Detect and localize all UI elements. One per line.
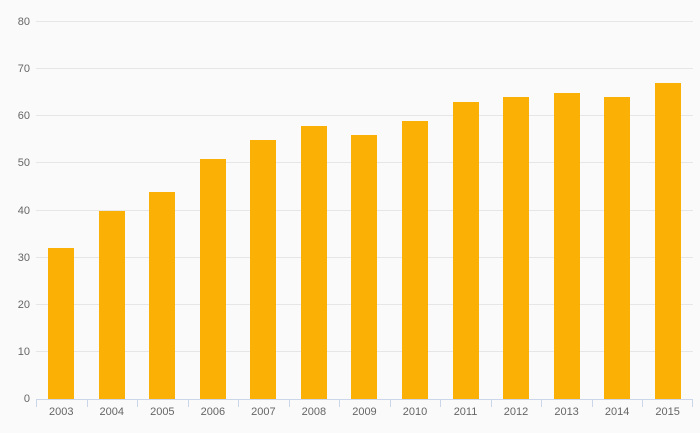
x-axis-tick [288,400,290,407]
bar-2008[interactable] [300,125,327,399]
bar-2013[interactable] [553,92,580,399]
category-2010 [390,22,441,399]
x-axis-tick [490,400,492,407]
bar-2010[interactable] [401,120,428,399]
x-axis-tick [187,400,189,407]
x-axis-tick [238,400,240,407]
x-axis-labels: 2003 2004 2005 2006 2007 2008 2009 2010 2011 2012… [36,405,693,419]
bar-2012[interactable] [503,97,530,399]
x-axis-tick [339,400,341,407]
x-axis-label-2009: 2009 [352,406,377,418]
category-2014 [592,22,643,399]
x-axis-label-2008: 2008 [301,406,327,418]
x-axis-label-2013: 2013 [554,406,579,418]
y-axis-label-70: 70 [17,63,30,76]
y-axis-label-20: 20 [17,298,30,311]
category-2011 [440,22,491,399]
x-axis-tick [692,400,693,407]
bar-2014[interactable] [604,97,631,399]
bar-2003[interactable] [48,248,75,399]
x-axis-label-2004: 2004 [99,406,125,418]
gridline-60 [36,115,693,117]
category-2007 [238,22,289,399]
category-2003 [36,22,87,399]
y-axis-label-0: 0 [23,393,30,405]
x-axis-tick [541,400,543,407]
y-axis-label-60: 60 [17,110,30,123]
x-axis-ticks [36,400,693,407]
gridline-80 [36,21,693,22]
y-axis-label-80: 80 [17,16,30,28]
category-2015 [642,22,693,399]
x-axis-label-2010: 2010 [402,406,428,418]
y-axis-label-30: 30 [17,251,30,264]
x-axis-line [36,399,693,400]
category-2005 [137,22,188,399]
bar-2015[interactable] [654,83,681,399]
x-axis-label-2003: 2003 [49,406,74,418]
x-axis-tick [591,400,593,407]
x-axis-label-2006: 2006 [200,406,226,418]
category-2012 [491,22,542,399]
y-axis-label-40: 40 [17,204,30,217]
bar-2011[interactable] [452,102,479,399]
category-2013 [541,22,592,399]
category-2004 [87,22,138,399]
x-axis-label-2011: 2011 [453,406,478,418]
x-axis-label-2005: 2005 [150,406,175,418]
y-axis-label-50: 50 [17,157,30,170]
x-axis-tick [642,400,644,407]
x-axis-tick [137,400,139,407]
bar-2006[interactable] [199,158,226,399]
x-axis-label-2014: 2014 [604,406,630,418]
bar-2005[interactable] [149,191,176,399]
x-axis-label-2012: 2012 [503,406,529,418]
plot-area [36,21,693,399]
x-axis-label-2015: 2015 [655,406,680,418]
x-axis-tick [86,400,88,407]
y-axis-label-10: 10 [17,345,30,358]
category-2009 [339,22,390,399]
bar-2007[interactable] [250,139,277,399]
category-2006 [188,22,239,399]
gridline-70 [36,68,693,70]
x-axis-tick [440,400,442,407]
bar-series [36,22,693,399]
x-axis-tick [36,400,37,407]
x-axis-tick [389,400,391,407]
x-axis-label-2007: 2007 [251,406,276,418]
bar-2004[interactable] [98,210,125,399]
category-2008 [289,22,340,399]
bar-2009[interactable] [351,135,378,399]
